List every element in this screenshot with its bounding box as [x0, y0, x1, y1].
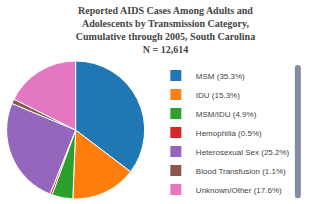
- svg-text:IDU (15.3%): IDU (15.3%): [196, 91, 240, 100]
- svg-text:Hemophilia (0.5%): Hemophilia (0.5%): [196, 129, 262, 138]
- svg-text:Heterosexual Sex (25.2%): Heterosexual Sex (25.2%): [196, 148, 290, 157]
- svg-text:MSM/IDU (4.9%): MSM/IDU (4.9%): [196, 110, 257, 119]
- svg-text:Unknown/Other (17.6%): Unknown/Other (17.6%): [196, 186, 282, 195]
- svg-text:MSM (35.3%): MSM (35.3%): [196, 72, 245, 81]
- svg-text:Reported AIDS Cases Among Adul: Reported AIDS Cases Among Adults andAdol…: [76, 5, 255, 55]
- svg-text:Blood Transfusion (1.1%): Blood Transfusion (1.1%): [196, 167, 286, 176]
